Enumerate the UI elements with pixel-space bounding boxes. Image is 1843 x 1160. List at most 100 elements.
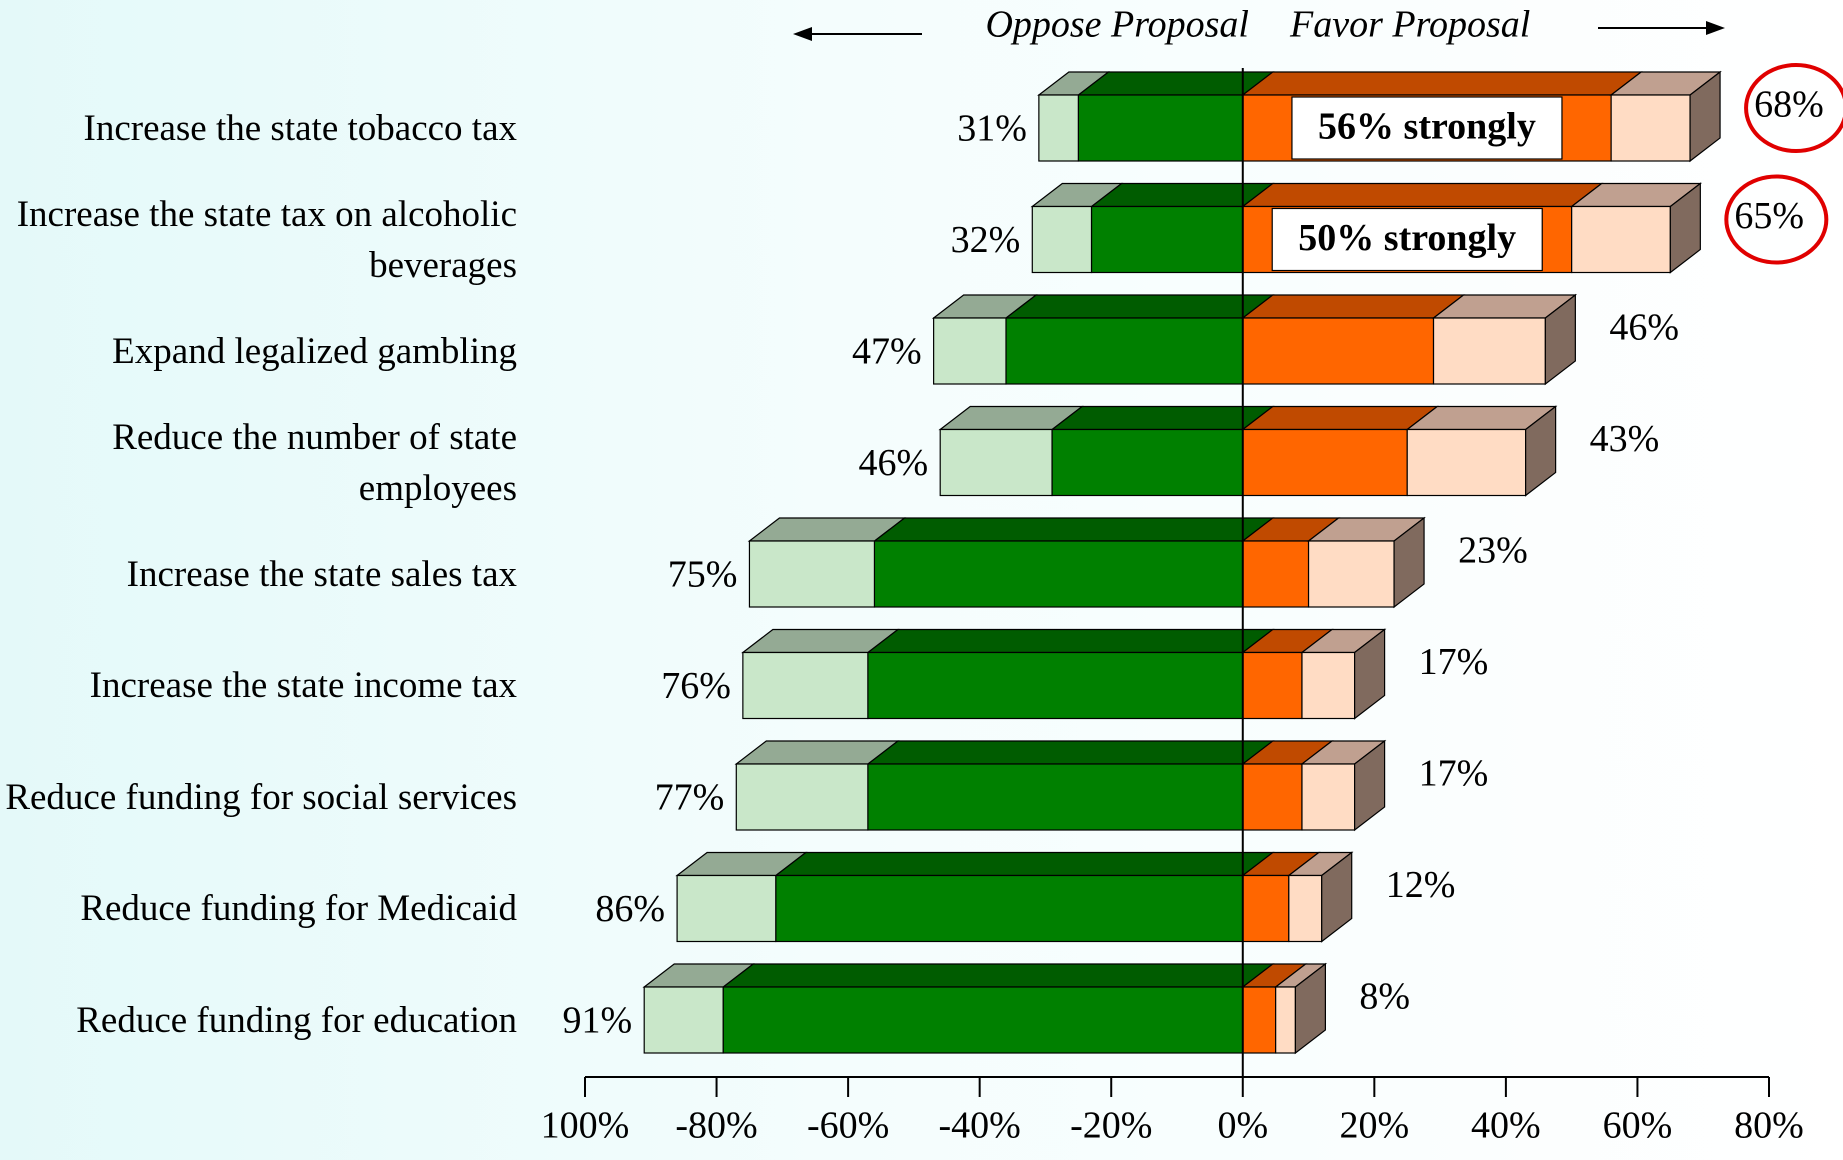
bar-top	[1241, 294, 1466, 319]
bar	[1571, 205, 1671, 274]
bar	[873, 540, 1244, 608]
bar-segment	[675, 851, 808, 943]
x-tick-label: 0%	[1217, 1105, 1268, 1147]
bar	[1005, 317, 1244, 385]
category-label: Increase the state sales tax	[126, 553, 517, 595]
bar-segment	[642, 963, 755, 1054]
header-favor: Favor Proposal	[1289, 4, 1530, 46]
bar-side	[1393, 516, 1425, 609]
bar	[775, 874, 1244, 943]
bar-segment	[1089, 182, 1275, 274]
oppose-total-label: 86%	[595, 888, 665, 930]
x-tick-label: 20%	[1340, 1105, 1410, 1147]
category-label: Reduce funding for social services	[5, 776, 517, 818]
bar	[748, 540, 876, 608]
oppose-total-label: 47%	[852, 331, 922, 373]
bar	[867, 763, 1244, 831]
bar	[643, 986, 724, 1054]
bar	[1090, 205, 1244, 274]
bar-top	[1241, 405, 1439, 431]
bar	[735, 763, 869, 831]
bar-segment	[773, 851, 1275, 943]
favor-total-label: 46%	[1609, 307, 1679, 349]
bar-segment	[1306, 516, 1426, 609]
bar-segment	[866, 740, 1275, 831]
bar	[1288, 874, 1323, 943]
bar	[676, 874, 777, 943]
bar-segment	[721, 963, 1275, 1054]
category-label: Increase the state tax on alcoholic beve…	[16, 193, 517, 286]
bar-segment	[1431, 293, 1578, 386]
highlight-circle	[1744, 63, 1843, 153]
bar-segment	[1300, 628, 1387, 720]
bar	[1242, 540, 1310, 608]
bar-top	[1004, 294, 1275, 319]
bar	[1038, 94, 1079, 162]
bar-side	[1353, 739, 1386, 832]
bar	[1307, 540, 1395, 608]
bar-segment	[741, 628, 900, 720]
bar	[1242, 651, 1303, 720]
bar-segment	[1030, 182, 1124, 274]
bar	[722, 986, 1244, 1054]
bar-top	[872, 517, 1275, 542]
bar-side	[1544, 293, 1576, 386]
favor-total-label: 17%	[1419, 641, 1489, 683]
bar-side	[1321, 851, 1353, 943]
bar	[1242, 317, 1435, 385]
category-label: Expand legalized gambling	[112, 330, 517, 372]
annotation: 56% strongly	[1318, 106, 1536, 148]
bar	[742, 651, 869, 720]
x-tick-label: -40%	[939, 1105, 1021, 1147]
bar-segment	[1037, 71, 1111, 162]
bar-side	[1353, 628, 1386, 720]
bar-side	[1525, 405, 1557, 497]
bar	[1610, 94, 1691, 162]
bar-segment	[1076, 71, 1275, 162]
favor-total-label: 68%	[1754, 84, 1824, 126]
favor-total-label: 65%	[1734, 195, 1804, 237]
bar-segment	[1241, 628, 1334, 720]
bar-segment	[872, 517, 1275, 608]
oppose-total-label: 76%	[661, 665, 731, 707]
favor-total-label: 43%	[1590, 418, 1660, 460]
favor-total-label: 17%	[1419, 753, 1489, 795]
bar-top	[1089, 182, 1275, 208]
bar-segment	[1241, 294, 1466, 385]
bar	[1301, 651, 1356, 720]
bar-side	[1669, 182, 1701, 274]
category-label: Reduce funding for education	[76, 999, 517, 1041]
bar-segment	[1300, 739, 1387, 832]
bar-segment	[931, 294, 1038, 385]
bar-segment	[1004, 294, 1275, 385]
bar	[867, 651, 1244, 720]
annotation-box	[1291, 96, 1563, 160]
bar-segment	[1287, 851, 1354, 943]
x-tick-label: -60%	[807, 1105, 889, 1147]
bar	[1432, 317, 1546, 385]
x-tick-label: 40%	[1471, 1105, 1541, 1147]
header-arrows	[793, 21, 1725, 41]
category-label: Reduce the number of state employees	[112, 416, 517, 509]
category-label: Increase the state tobacco tax	[83, 107, 518, 149]
x-tick-label: -80%	[675, 1105, 757, 1147]
bar-segment	[1569, 182, 1703, 274]
bar	[933, 317, 1007, 385]
annotation: 50% strongly	[1298, 217, 1516, 259]
highlight-circle	[1724, 174, 1829, 265]
oppose-total-label: 91%	[563, 1000, 633, 1042]
x-tick-label: -20%	[1070, 1105, 1152, 1147]
oppose-total-label: 31%	[957, 108, 1027, 150]
bar	[1301, 763, 1356, 831]
bar-side	[1294, 962, 1327, 1055]
bar	[1031, 205, 1093, 274]
bar-top	[866, 628, 1275, 654]
bar-segment	[1609, 70, 1722, 163]
oppose-total-label: 32%	[951, 219, 1021, 261]
bar-side	[1689, 70, 1721, 163]
bar	[1242, 763, 1303, 831]
bar-segment	[1241, 517, 1341, 608]
oppose-total-label: 77%	[655, 777, 725, 819]
oppose-total-label: 46%	[859, 442, 929, 484]
